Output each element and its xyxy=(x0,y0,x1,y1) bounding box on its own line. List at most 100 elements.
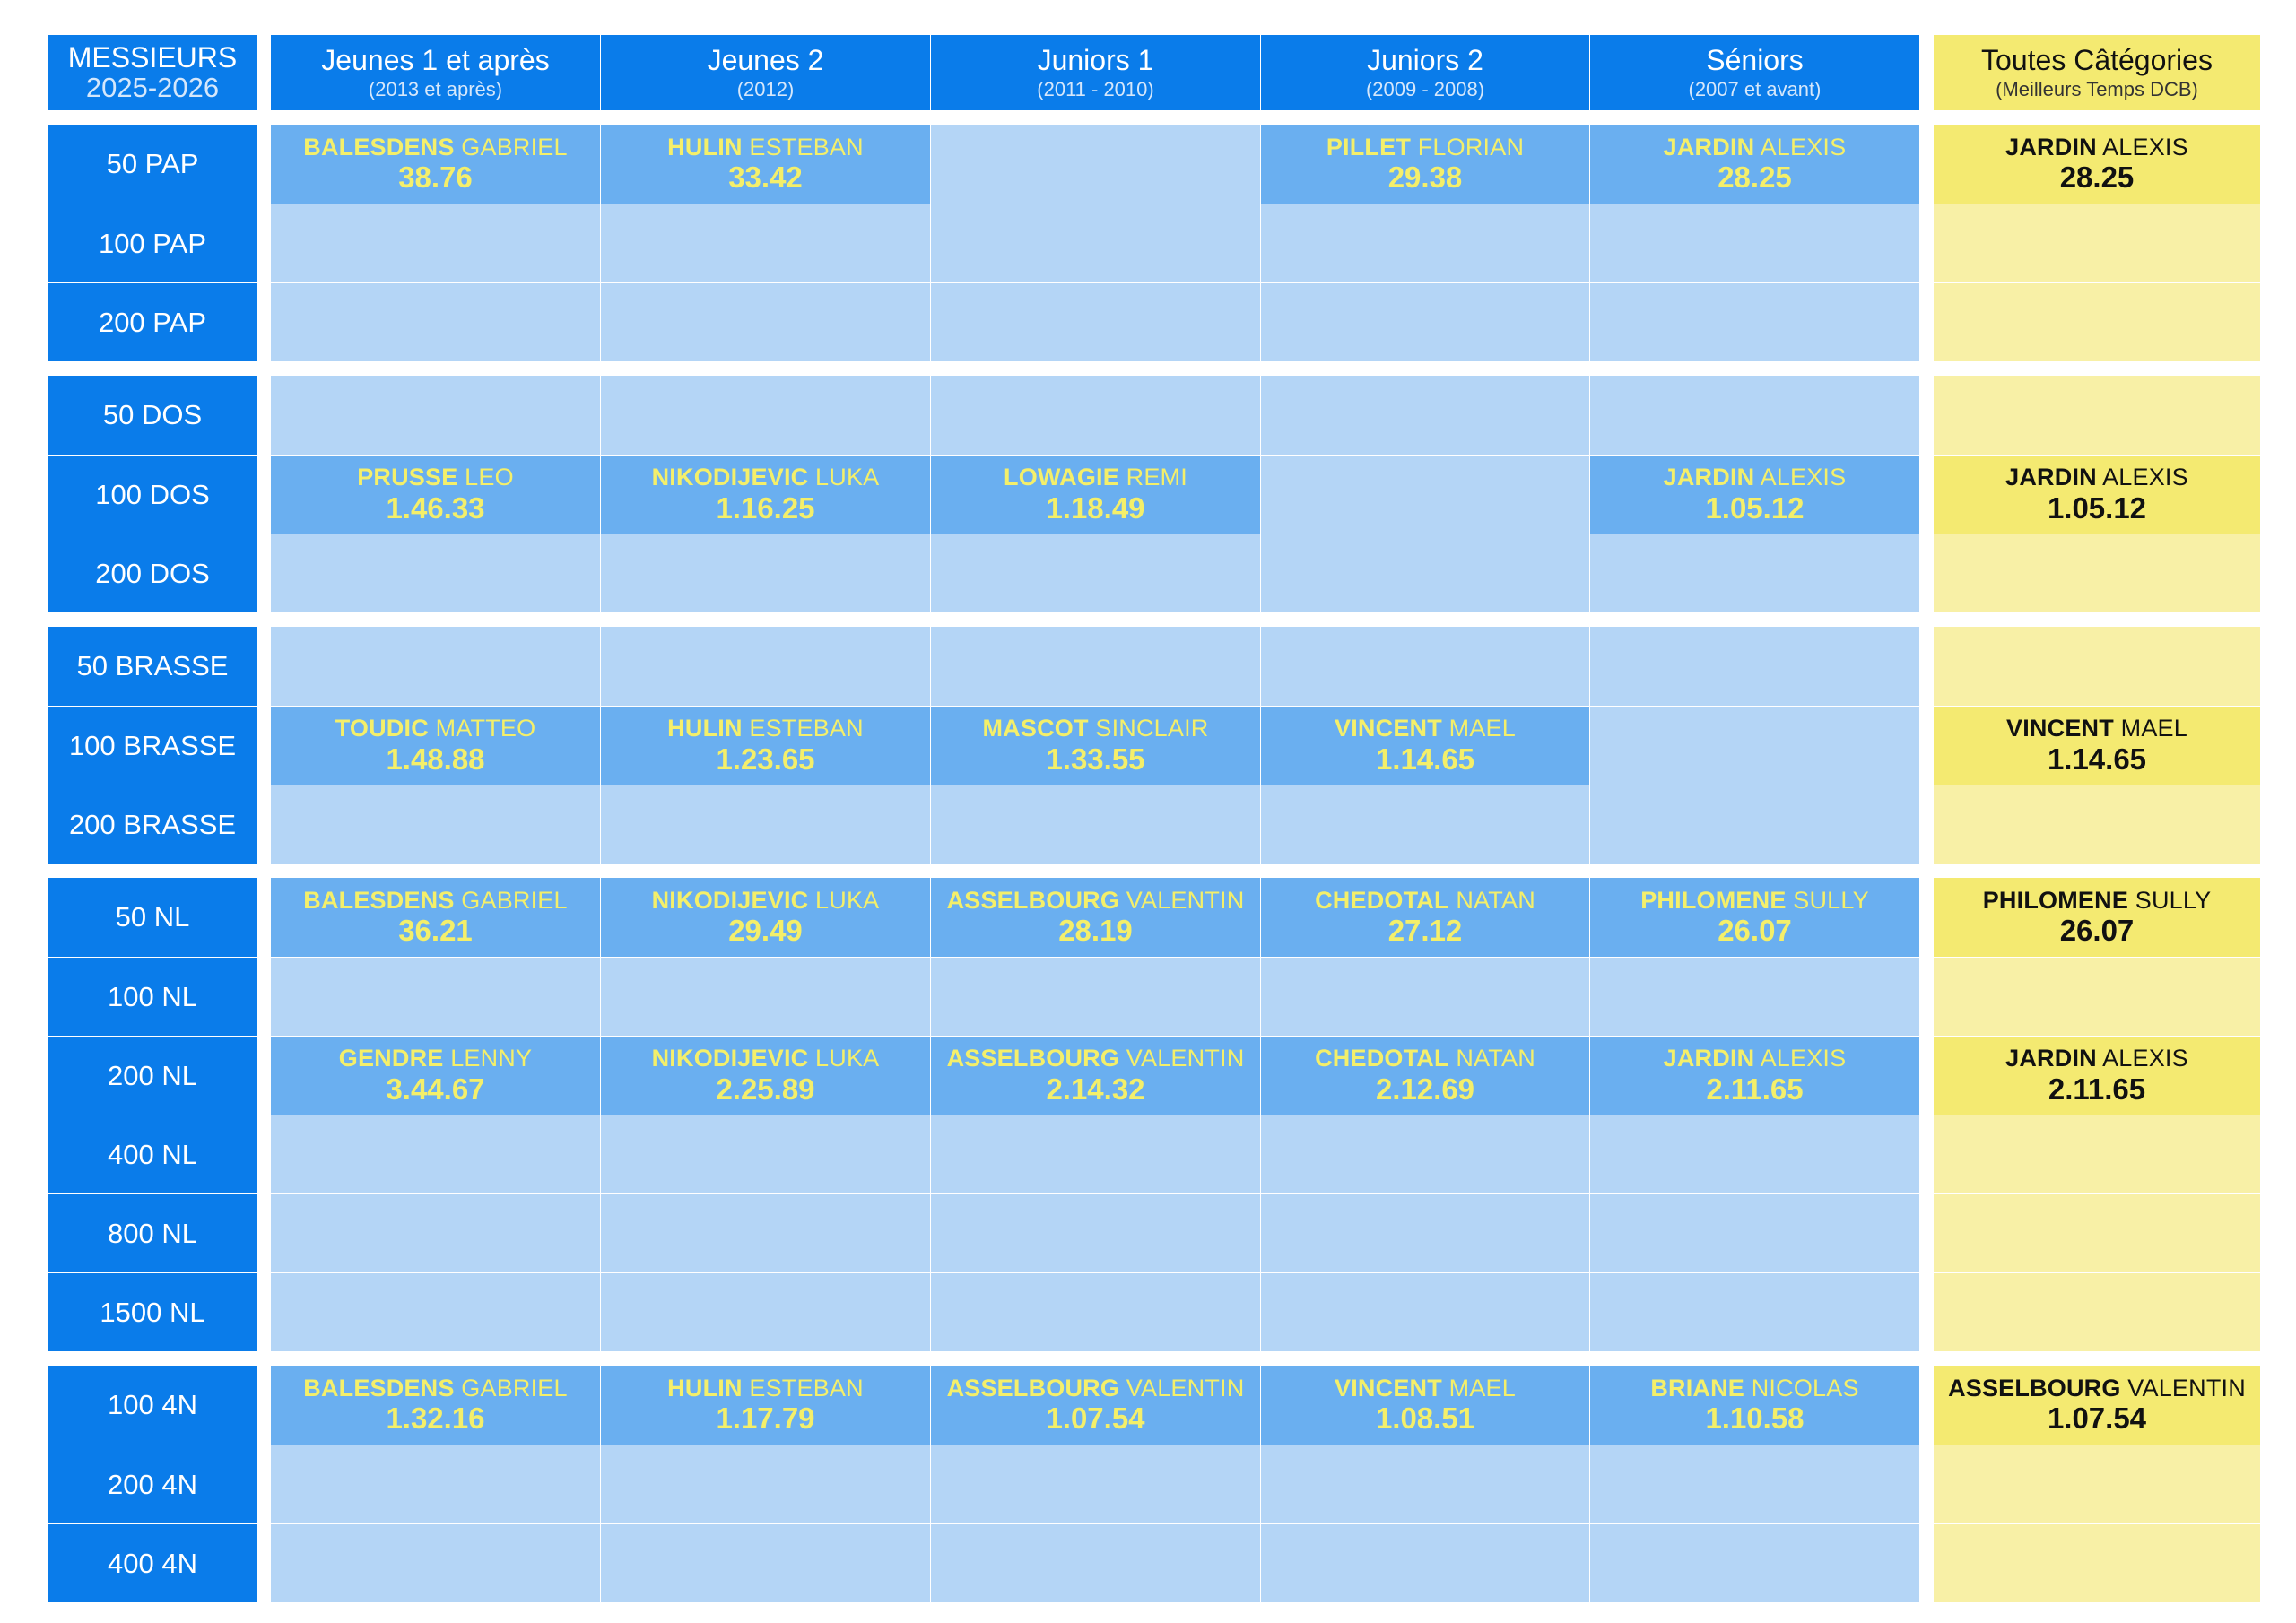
record-cell xyxy=(271,785,600,864)
record-cell xyxy=(1589,627,1919,706)
record-cell xyxy=(271,1523,600,1602)
record-cell xyxy=(1260,1272,1589,1351)
record-cell: ASSELBOURG VALENTIN 2.14.32 xyxy=(930,1036,1260,1115)
event-label-1500-nl: 1500 NL xyxy=(48,1272,257,1351)
swimmer-name: ASSELBOURG VALENTIN xyxy=(1948,1374,2246,1402)
record-cell xyxy=(1589,706,1919,785)
column-subtitle: (2013 et après) xyxy=(368,77,503,100)
swimmer-first-name: VALENTIN xyxy=(1126,1045,1245,1072)
best-record-cell: JARDIN ALEXIS 2.11.65 xyxy=(1934,1036,2260,1115)
record-cell: JARDIN ALEXIS 2.11.65 xyxy=(1589,1036,1919,1115)
record-time: 29.49 xyxy=(728,914,803,948)
record-cell: PILLET FLORIAN 29.38 xyxy=(1260,125,1589,204)
swimmer-first-name: VALENTIN xyxy=(1126,1374,1245,1402)
event-label-200-dos: 200 DOS xyxy=(48,534,257,612)
record-cell xyxy=(930,1115,1260,1193)
record-time: 1.07.54 xyxy=(1046,1402,1145,1436)
swimmer-first-name: NATAN xyxy=(1456,1045,1535,1072)
column-title: Séniors xyxy=(1706,44,1804,77)
record-time: 2.25.89 xyxy=(716,1072,815,1106)
record-cell: JARDIN ALEXIS 28.25 xyxy=(1589,125,1919,204)
record-time: 1.08.51 xyxy=(1375,1402,1475,1436)
swimmer-first-name: ESTEBAN xyxy=(749,1374,864,1402)
record-cell xyxy=(1589,1193,1919,1272)
record-cell xyxy=(271,1115,600,1193)
record-time: 27.12 xyxy=(1387,914,1463,948)
record-cell xyxy=(271,957,600,1036)
record-cell xyxy=(1260,1115,1589,1193)
swimmer-last-name: JARDIN xyxy=(1663,1045,1755,1072)
swimmer-first-name: LENNY xyxy=(450,1045,533,1072)
record-cell xyxy=(271,376,600,455)
record-cell: HULIN ESTEBAN 1.23.65 xyxy=(600,706,930,785)
record-cell xyxy=(1260,534,1589,612)
record-cell xyxy=(930,204,1260,282)
swimmer-name: LOWAGIE REMI xyxy=(1004,464,1187,491)
record-cell: HULIN ESTEBAN 33.42 xyxy=(600,125,930,204)
record-cell xyxy=(930,627,1260,706)
swimmer-last-name: MASCOT xyxy=(982,715,1089,742)
best-record-cell xyxy=(1934,627,2260,706)
swimmer-last-name: ASSELBOURG xyxy=(1948,1374,2121,1402)
swimmer-first-name: ESTEBAN xyxy=(749,715,864,742)
swimmer-last-name: PHILOMENE xyxy=(1982,886,2129,914)
column-subtitle: (2007 et avant) xyxy=(1688,77,1822,100)
record-cell xyxy=(271,1193,600,1272)
swimmer-last-name: LOWAGIE xyxy=(1004,464,1119,490)
swimmer-first-name: SULLY xyxy=(2135,886,2212,914)
record-cell xyxy=(930,1272,1260,1351)
swimmer-last-name: GENDRE xyxy=(338,1045,444,1072)
swimmer-last-name: JARDIN xyxy=(1663,464,1755,490)
record-time: 1.23.65 xyxy=(716,742,815,776)
record-time: 38.76 xyxy=(398,161,473,195)
record-time: 1.18.49 xyxy=(1046,490,1145,525)
swimmer-last-name: VINCENT xyxy=(1335,1374,1442,1402)
swimmer-name: BALESDENS GABRIEL xyxy=(303,1375,567,1402)
record-cell xyxy=(930,125,1260,204)
swimmer-last-name: NIKODIJEVIC xyxy=(651,1045,809,1072)
record-cell xyxy=(271,1445,600,1523)
swimmer-name: HULIN ESTEBAN xyxy=(667,1374,864,1402)
record-time: 1.33.55 xyxy=(1046,742,1145,776)
best-record-cell: VINCENT MAEL 1.14.65 xyxy=(1934,706,2260,785)
swimmer-first-name: MAEL xyxy=(2120,715,2187,742)
record-cell: JARDIN ALEXIS 1.05.12 xyxy=(1589,455,1919,534)
event-label-50-dos: 50 DOS xyxy=(48,376,257,455)
record-time: 29.38 xyxy=(1387,161,1463,195)
swimmer-first-name: ALEXIS xyxy=(1760,464,1847,490)
record-time: 2.14.32 xyxy=(1046,1072,1145,1106)
record-cell xyxy=(1260,1523,1589,1602)
event-label-50-pap: 50 PAP xyxy=(48,125,257,204)
column-header-seniors: Séniors (2007 et avant) xyxy=(1589,35,1919,110)
record-cell xyxy=(1589,204,1919,282)
best-record-cell xyxy=(1934,785,2260,864)
event-label-200-pap: 200 PAP xyxy=(48,282,257,361)
swimmer-first-name: SINCLAIR xyxy=(1095,715,1209,742)
record-time: 1.07.54 xyxy=(2047,1402,2147,1436)
swimmer-last-name: VINCENT xyxy=(1335,715,1442,742)
record-cell xyxy=(271,282,600,361)
swimmer-name: NIKODIJEVIC LUKA xyxy=(651,1045,880,1072)
gender-title: MESSIEURS xyxy=(67,40,238,74)
record-cell xyxy=(1260,455,1589,534)
swimmer-last-name: HULIN xyxy=(667,133,743,161)
column-header-juniors-1: Juniors 1 (2011 - 2010) xyxy=(930,35,1260,110)
record-time: 2.11.65 xyxy=(2048,1072,2146,1106)
swimmer-first-name: ALEXIS xyxy=(2102,133,2188,161)
record-cell xyxy=(1589,376,1919,455)
swimmer-first-name: ALEXIS xyxy=(1760,1045,1847,1072)
swimmer-last-name: TOUDIC xyxy=(335,715,429,742)
swimmer-name: JARDIN ALEXIS xyxy=(1664,134,1847,161)
swimmer-name: PRUSSE LEO xyxy=(357,464,514,491)
swimmer-first-name: MATTEO xyxy=(435,715,536,742)
best-record-cell xyxy=(1934,1523,2260,1602)
swimmer-last-name: JARDIN xyxy=(2005,1045,2097,1072)
record-cell: NIKODIJEVIC LUKA 2.25.89 xyxy=(600,1036,930,1115)
swimmer-first-name: GABRIEL xyxy=(461,886,568,914)
swimmer-name: CHEDOTAL NATAN xyxy=(1315,1045,1535,1072)
record-cell: NIKODIJEVIC LUKA 29.49 xyxy=(600,878,930,957)
event-label-200-nl: 200 NL xyxy=(48,1036,257,1115)
column-header-jeunes-1: Jeunes 1 et après (2013 et après) xyxy=(271,35,600,110)
record-cell: PHILOMENE SULLY 26.07 xyxy=(1589,878,1919,957)
swimmer-first-name: NATAN xyxy=(1456,886,1535,914)
